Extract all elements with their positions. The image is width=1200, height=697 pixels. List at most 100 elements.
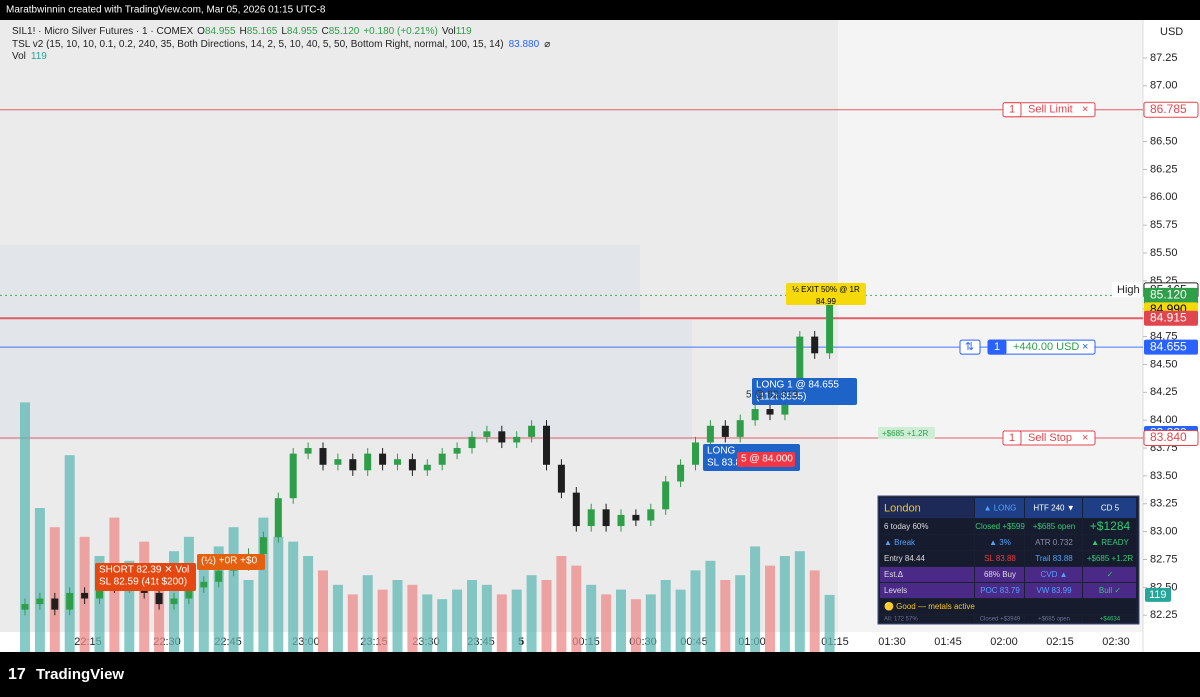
order-label: Sell Stop [1028, 432, 1072, 444]
volume-bar [392, 580, 403, 652]
candle-body [543, 425, 550, 465]
table-cell [1025, 535, 1082, 550]
volume-bar [660, 580, 671, 652]
table-text: ▲ READY [1091, 538, 1129, 547]
table-cell [1083, 551, 1136, 566]
volume-bar [213, 546, 224, 652]
zone [0, 245, 640, 440]
candle-body [498, 431, 506, 443]
table-cell [880, 567, 974, 582]
table-cell [880, 498, 974, 518]
footer-logo: 17 [8, 666, 26, 683]
order-qty-box [987, 339, 1007, 355]
candle-body [408, 459, 416, 471]
table-cell [1025, 551, 1082, 566]
annotation-text: 5 @ 84.000 [741, 454, 793, 465]
candle-body [706, 425, 714, 443]
volume-key: Vol [12, 51, 26, 62]
order[interactable]: 1 Sell Limit × [1002, 102, 1096, 118]
order-label: +440.00 USD [1013, 341, 1079, 353]
table-cell [975, 498, 1024, 518]
annotation-text: ½ EXIT 50% @ 1R [792, 285, 860, 294]
x-tick-label: 02:15 [1046, 636, 1074, 648]
y-tick-label: 83.00 [1150, 526, 1178, 538]
candle-body [557, 464, 565, 493]
candle-body [572, 492, 580, 527]
x-tick-label: 01:30 [878, 636, 906, 648]
table-cell [975, 583, 1024, 598]
table-text: +$685 +1.2R [1087, 554, 1133, 563]
y-tick-label: 82.75 [1150, 553, 1178, 565]
volume-bar [556, 556, 567, 652]
volume-bar [496, 594, 507, 652]
table-cell [1083, 519, 1136, 534]
price-tag [1144, 310, 1198, 326]
table-cell [880, 599, 1136, 614]
price-tag-label: 84.655 [1150, 339, 1187, 353]
table-cell [880, 551, 974, 566]
volume-bar [586, 584, 597, 652]
table-cell [975, 615, 1024, 622]
candle-body [319, 448, 327, 465]
annotation-text: SHORT 82.39 ✕ Vol [99, 565, 189, 576]
volume-bar [288, 541, 299, 652]
order-icon: ⇅ [965, 341, 974, 353]
candle-body [215, 570, 223, 582]
order[interactable]: ⇅ 1 +440.00 USD × [959, 339, 1096, 355]
annotation-box [878, 427, 935, 439]
volume-bar [228, 527, 239, 652]
candle-body [468, 436, 476, 449]
volume-bar [824, 594, 835, 652]
ohlc-key: O [197, 26, 205, 37]
volume-bar [407, 584, 418, 652]
annotation-text: 84.99 [816, 297, 837, 306]
annotation-text: (112t $555) [756, 392, 806, 403]
tag-box [1112, 282, 1142, 298]
candle-body [289, 453, 297, 499]
table-cell [880, 535, 974, 550]
volume-bar [735, 575, 746, 652]
table-text: CD 5 [1101, 504, 1120, 513]
candle-body [453, 448, 461, 454]
order-qty: 1 [994, 341, 1000, 353]
candle-body [647, 509, 655, 521]
table-text: Closed +$599 [975, 522, 1025, 531]
table-cell [1083, 498, 1136, 518]
table-cell [1025, 498, 1082, 518]
price-tag-label: 85.120 [1150, 288, 1187, 302]
candle-body [304, 448, 312, 454]
y-tick-label: 87.25 [1150, 52, 1178, 64]
annotation-box [737, 452, 795, 467]
price-tag-label: 86.785 [1150, 102, 1187, 116]
order-qty: 1 [1009, 104, 1015, 116]
volume-bar [318, 570, 328, 652]
table-text: Closed +$3949 [980, 617, 1021, 623]
volume-bar [20, 402, 30, 652]
table-text: HTF 240 ▼ [1033, 504, 1074, 513]
volume-bar [154, 575, 165, 652]
annotation-text: LONG [707, 446, 736, 457]
candle-body [751, 409, 759, 421]
ohlc-value: 84.955 [287, 26, 318, 37]
candle-body [66, 592, 74, 610]
candle-body [602, 509, 610, 527]
table-cell [1025, 567, 1082, 582]
volume-bar [437, 599, 448, 652]
volume-bar [332, 584, 343, 652]
tag-label: High [1117, 284, 1140, 296]
table-text: Est.Δ [884, 570, 904, 579]
candle-body [796, 336, 804, 387]
annotation-text: (½) +0R +$0 [201, 556, 258, 567]
candle-body [438, 453, 446, 465]
candle-body [662, 481, 670, 510]
volume-tag [1145, 587, 1171, 602]
annotation-text: LONG 1 @ 84.655 [756, 380, 839, 391]
table-text: Trail 83.88 [1035, 554, 1073, 563]
currency[interactable]: USD [1160, 26, 1183, 38]
table-cell [975, 551, 1024, 566]
candle-body [349, 459, 357, 471]
table-text: Levels [884, 586, 907, 595]
order[interactable]: 1 Sell Stop × [1002, 430, 1096, 446]
table-text: London [884, 502, 921, 514]
